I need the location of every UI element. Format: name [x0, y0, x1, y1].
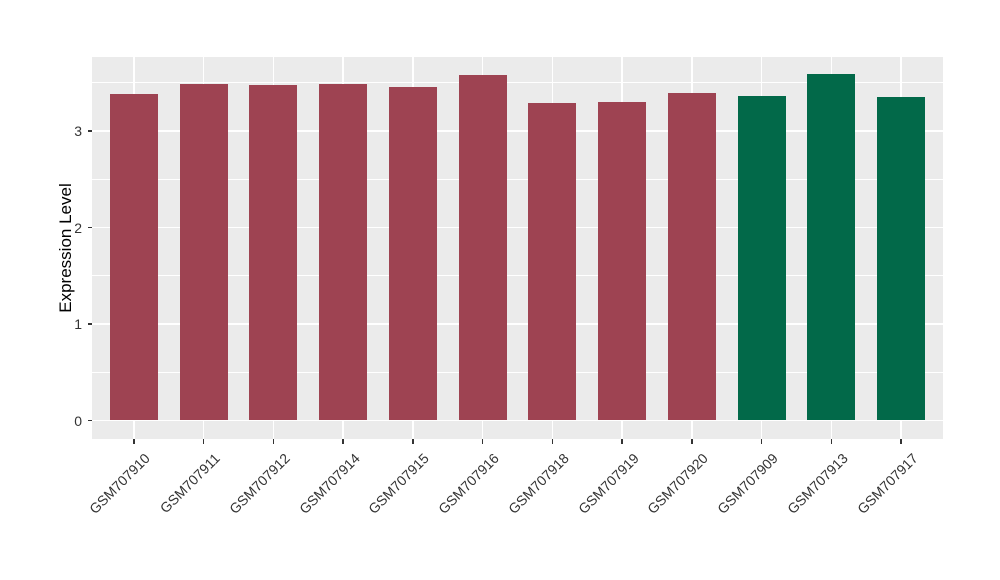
bar-GSM707909 [737, 96, 786, 421]
x-tick-label: GSM707918 [504, 450, 572, 517]
bar-GSM707910 [109, 94, 158, 421]
bar-GSM707920 [667, 93, 716, 421]
y-tick-label: 0 [74, 412, 82, 429]
x-axis-tick [412, 439, 414, 444]
x-tick-label: GSM707919 [574, 450, 642, 517]
x-tick-label: GSM707911 [156, 450, 223, 517]
x-tick-label: GSM707909 [714, 450, 781, 517]
y-axis-tick [87, 323, 92, 325]
gridline-horizontal-minor [92, 275, 943, 277]
bar-GSM707919 [598, 102, 647, 421]
gridline-horizontal-minor [92, 371, 943, 373]
y-axis-tick [87, 419, 92, 422]
y-tick-label: 3 [74, 123, 82, 139]
x-tick-label: GSM707913 [783, 450, 851, 517]
bar-GSM707917 [877, 97, 926, 421]
x-axis-tick [342, 439, 344, 444]
bar-GSM707912 [249, 84, 298, 421]
x-axis-tick [900, 439, 902, 444]
x-tick-label: GSM707915 [365, 450, 433, 517]
y-axis-title: Expression Level [56, 183, 75, 313]
plot-panel [92, 57, 943, 439]
x-tick-label: GSM707917 [853, 450, 921, 517]
gridline-horizontal-minor [92, 82, 943, 84]
x-axis-tick [272, 439, 275, 444]
gridline-horizontal-minor [92, 178, 943, 180]
bar-GSM707916 [458, 75, 507, 421]
x-axis-tick [551, 439, 554, 444]
x-axis-tick [202, 439, 205, 444]
x-tick-label: GSM707916 [435, 450, 502, 517]
y-tick-label: 2 [74, 219, 82, 236]
bar-GSM707918 [528, 103, 577, 421]
x-tick-label: GSM707920 [644, 450, 712, 517]
gridline-horizontal-major [92, 419, 943, 422]
y-tick-label: 1 [74, 316, 82, 332]
x-axis-tick [481, 439, 484, 444]
x-axis-tick [691, 439, 693, 444]
x-tick-label: GSM707914 [295, 450, 363, 517]
bar-GSM707915 [388, 86, 437, 421]
x-axis-tick [760, 439, 763, 444]
x-tick-label: GSM707912 [225, 450, 293, 517]
x-axis-tick [830, 439, 833, 444]
bar-GSM707914 [319, 83, 368, 421]
bar-GSM707913 [807, 74, 856, 421]
y-axis-tick [87, 130, 92, 132]
gridline-horizontal-major [92, 226, 943, 229]
gridline-horizontal-major [92, 323, 943, 325]
gridline-horizontal-major [92, 130, 943, 132]
x-tick-label: GSM707910 [86, 450, 154, 517]
x-axis-tick [133, 439, 135, 444]
y-axis-tick [87, 226, 92, 229]
x-axis-tick [621, 439, 623, 444]
bar-GSM707911 [179, 83, 228, 421]
